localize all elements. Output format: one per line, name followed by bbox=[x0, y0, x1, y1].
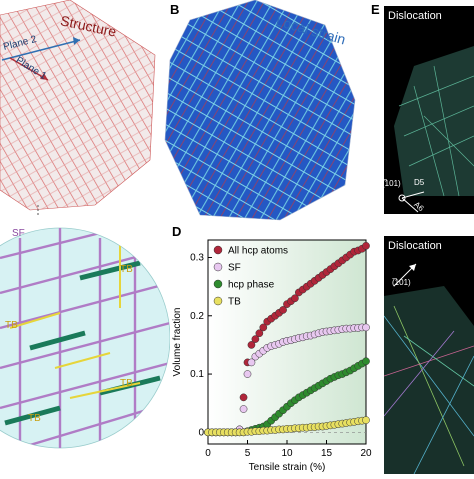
volume-fraction-chart: 0 5 10 15 20 0 0.1 0.2 0.3 Tensile strain (%) Volu… bbox=[172, 239, 372, 473]
legend-marker bbox=[213, 296, 223, 306]
x-tick-label: 20 bbox=[360, 448, 372, 459]
legend-label: SF bbox=[228, 263, 241, 274]
dislocation-bottom-network bbox=[383, 263, 474, 475]
x-axis-label: Tensile strain (%) bbox=[249, 462, 326, 473]
plane-1-arrow bbox=[9, 57, 49, 81]
data-point bbox=[362, 416, 370, 424]
x-tick-label: 10 bbox=[281, 448, 293, 459]
panel-d-chart: D 0 5 10 15 20 0 0.1 0.2 0.3 Tensile strain (%) Vo… bbox=[168, 222, 378, 474]
local-strain-render bbox=[164, 0, 356, 221]
data-point bbox=[255, 329, 264, 338]
dislocation-top-network bbox=[394, 46, 474, 213]
y-axis-label: Volume fraction bbox=[172, 308, 183, 377]
legend-label: All hcp atoms bbox=[228, 246, 288, 257]
data-point bbox=[251, 335, 260, 343]
data-point bbox=[247, 341, 256, 349]
label-tb-2: TB bbox=[5, 320, 18, 331]
structure-render bbox=[0, 0, 156, 220]
panel-b-local-strain: B Local strain bbox=[160, 0, 375, 225]
legend-label: hcp phase bbox=[228, 280, 275, 291]
panel-e-letter: E bbox=[371, 2, 380, 17]
data-point bbox=[362, 357, 370, 366]
data-point bbox=[362, 241, 370, 250]
axis-origin-icon bbox=[398, 194, 406, 202]
dislocation-bottom-image: Dislocation (̅101) bbox=[383, 236, 474, 475]
axis-a6-arrow bbox=[401, 197, 419, 213]
legend-label: TB bbox=[228, 297, 241, 308]
dislocation-bottom-title: Dislocation bbox=[388, 240, 442, 252]
data-point bbox=[247, 358, 256, 367]
defect-map-render bbox=[0, 227, 171, 449]
panel-a-structure: Structure Plane 2 Plane 1 bbox=[0, 0, 160, 220]
y-tick-label: 0.1 bbox=[190, 369, 204, 380]
dislocation-bottom-direction: (̅101) bbox=[392, 278, 411, 287]
y-tick-label: 0.3 bbox=[190, 252, 204, 263]
dislocation-top-title: Dislocation bbox=[388, 10, 442, 22]
x-tick-label: 15 bbox=[321, 448, 333, 459]
x-tick-label: 0 bbox=[205, 448, 211, 459]
y-tick-label: 0.2 bbox=[190, 311, 204, 322]
data-point bbox=[259, 323, 268, 332]
data-point bbox=[243, 370, 252, 378]
dislocation-top-direction: (̅101) bbox=[382, 179, 401, 188]
direction-arrowhead bbox=[409, 264, 416, 271]
legend-marker bbox=[213, 262, 223, 272]
label-tb-1: TB bbox=[120, 264, 133, 275]
data-point bbox=[362, 323, 370, 332]
data-point bbox=[239, 393, 248, 402]
panel-c-defect-map: SF TB TB TB TB bbox=[0, 218, 171, 474]
plane-1-arrowhead bbox=[40, 73, 48, 80]
dislocation-top-image: Dislocation (̅101) D5 A6 bbox=[382, 6, 474, 214]
data-point bbox=[279, 306, 287, 314]
x-tick-label: 5 bbox=[245, 448, 251, 459]
plane-2-arrowhead bbox=[73, 37, 80, 45]
data-point bbox=[239, 405, 248, 413]
axis-d5-arrow bbox=[401, 191, 425, 199]
strain-volume bbox=[164, 0, 356, 221]
legend-marker bbox=[213, 245, 223, 255]
plane-2-arrow bbox=[1, 39, 81, 61]
panel-e-dislocation: E Dislocation (̅101) D5 A6 bbox=[371, 0, 474, 475]
legend-marker bbox=[213, 279, 223, 289]
y-tick-label: 0 bbox=[198, 427, 204, 438]
label-sf: SF bbox=[12, 228, 25, 239]
structure-volume bbox=[0, 0, 156, 211]
label-tb-4: TB bbox=[28, 413, 41, 424]
axis-d5-label: D5 bbox=[414, 178, 425, 187]
label-tb-3: TB bbox=[120, 378, 133, 389]
data-point bbox=[291, 294, 299, 303]
panel-b-letter: B bbox=[170, 2, 180, 17]
panel-d-letter: D bbox=[172, 224, 182, 239]
